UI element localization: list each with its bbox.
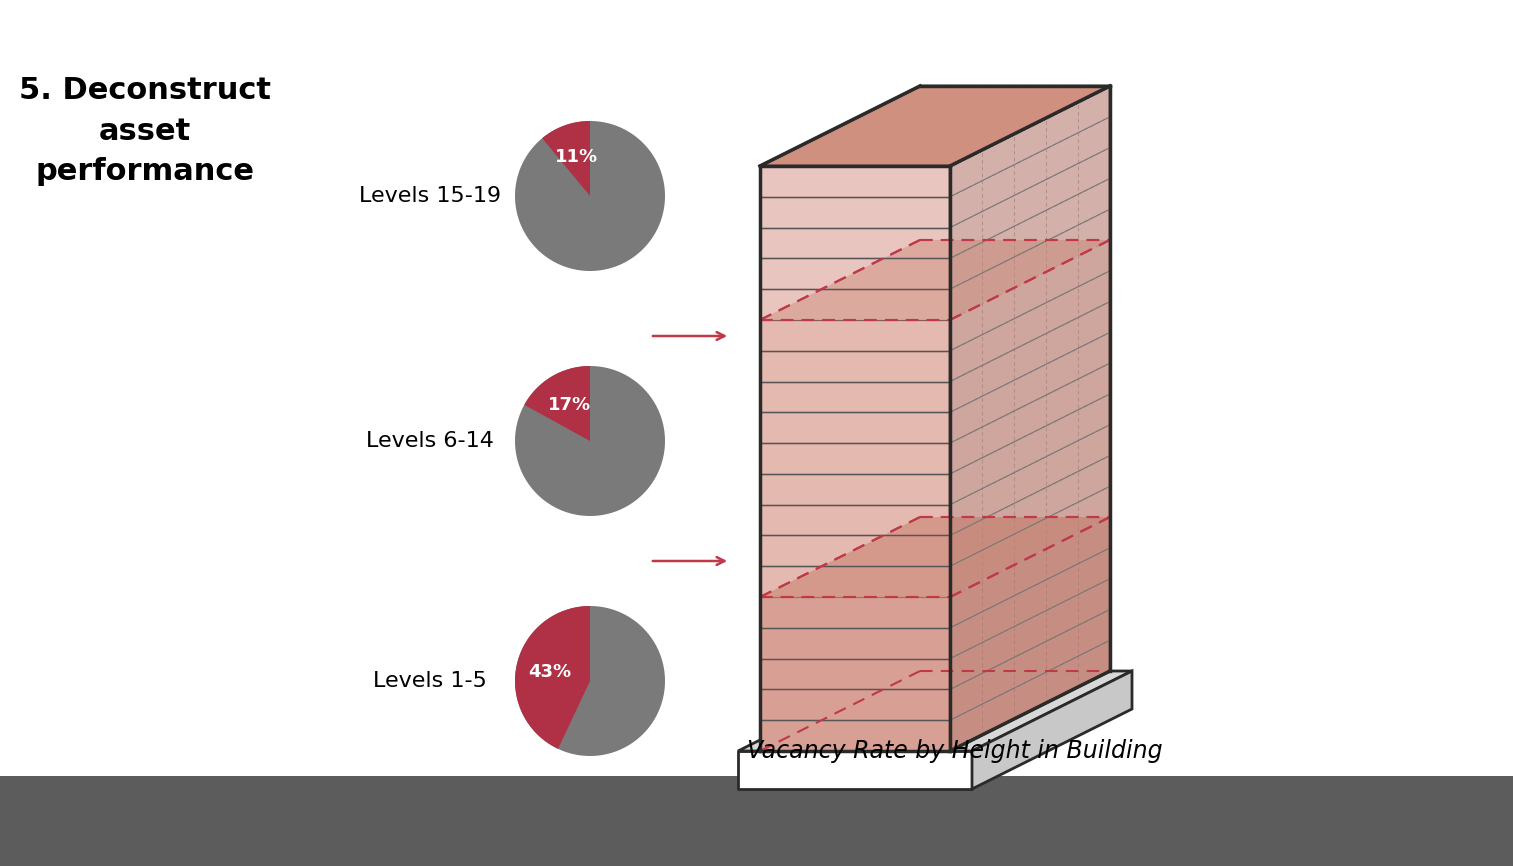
Polygon shape — [514, 366, 666, 516]
Polygon shape — [760, 240, 1111, 320]
Polygon shape — [738, 751, 971, 789]
Text: 5. Deconstruct
asset
performance: 5. Deconstruct asset performance — [20, 76, 271, 186]
Polygon shape — [760, 597, 950, 751]
Text: Levels 1-5: Levels 1-5 — [374, 671, 487, 691]
Text: Levels 6-14: Levels 6-14 — [366, 431, 493, 451]
Polygon shape — [514, 606, 590, 749]
Bar — [0, 776, 1513, 866]
Polygon shape — [525, 366, 590, 441]
Text: Levels 15-19: Levels 15-19 — [359, 186, 501, 206]
Polygon shape — [542, 121, 590, 196]
Text: Vacancy Rate by Height in Building: Vacancy Rate by Height in Building — [747, 739, 1163, 763]
Polygon shape — [760, 320, 950, 597]
Polygon shape — [738, 671, 1132, 751]
Polygon shape — [760, 517, 1111, 597]
Polygon shape — [514, 121, 666, 271]
Polygon shape — [950, 86, 1111, 320]
Text: 11%: 11% — [554, 148, 598, 166]
Text: 17%: 17% — [548, 397, 590, 415]
Polygon shape — [971, 671, 1132, 789]
Polygon shape — [760, 86, 1111, 166]
Text: 43%: 43% — [528, 663, 572, 681]
Polygon shape — [760, 166, 950, 320]
Polygon shape — [950, 86, 1111, 751]
Polygon shape — [950, 240, 1111, 597]
Polygon shape — [760, 166, 950, 751]
Polygon shape — [760, 86, 1111, 166]
Polygon shape — [950, 517, 1111, 751]
Polygon shape — [514, 606, 666, 756]
